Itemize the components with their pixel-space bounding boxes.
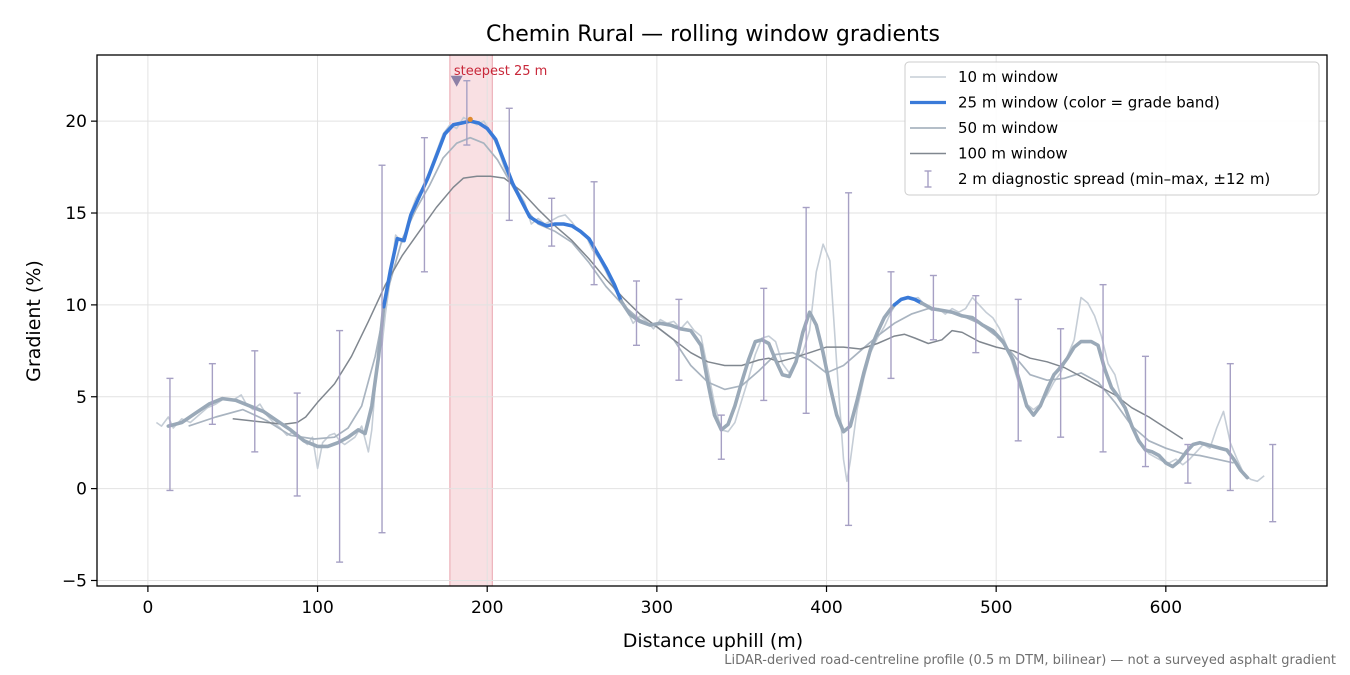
legend-entry: 50 m window bbox=[910, 119, 1058, 137]
errorbar bbox=[336, 329, 344, 563]
errorbar bbox=[675, 298, 683, 381]
series-layer bbox=[155, 116, 1265, 483]
tick-layer: 0 100 200 300 400 500 600 −5 0 5 10 15 20 bbox=[62, 112, 1182, 618]
errorbar bbox=[1099, 283, 1107, 453]
chart-title: Chemin Rural — rolling window gradients bbox=[486, 22, 940, 47]
x-tick-label: 500 bbox=[980, 598, 1012, 618]
series-line-25m-segment bbox=[919, 301, 1250, 480]
steepest-span-layer bbox=[449, 54, 493, 587]
marker-layer: steepest 25 m bbox=[450, 64, 547, 122]
errorbar bbox=[760, 287, 768, 402]
errorbar bbox=[166, 377, 174, 492]
legend-label: 50 m window bbox=[958, 119, 1058, 137]
legend-entry: 10 m window bbox=[910, 68, 1058, 86]
errorbar bbox=[1014, 298, 1022, 442]
errorbar bbox=[251, 350, 259, 453]
errorbar bbox=[929, 274, 937, 341]
x-tick-label: 100 bbox=[301, 598, 333, 618]
axes-frame-layer bbox=[96, 54, 1328, 587]
y-tick-label: 20 bbox=[65, 112, 87, 132]
x-tick-label: 300 bbox=[641, 598, 673, 618]
steepest-marker-triangle bbox=[450, 75, 463, 87]
y-tick-label: 0 bbox=[76, 480, 87, 500]
errorbar bbox=[1184, 443, 1192, 484]
errorbar bbox=[208, 362, 216, 426]
legend-label: 10 m window bbox=[958, 68, 1058, 86]
errorbar-layer bbox=[166, 80, 1277, 563]
x-axis-label: Distance uphill (m) bbox=[623, 630, 803, 652]
legend: 10 m window 25 m window (color = grade ba… bbox=[904, 61, 1320, 196]
errorbar bbox=[1141, 355, 1149, 468]
steepest-span-label: steepest 25 m bbox=[454, 64, 547, 79]
series-line-25m-segment bbox=[619, 299, 897, 434]
legend-label: 100 m window bbox=[958, 145, 1068, 163]
x-tick-label: 0 bbox=[142, 598, 153, 618]
footnote: LiDAR-derived road-centreline profile (0… bbox=[724, 653, 1336, 668]
legend-label: 25 m window (color = grade band) bbox=[958, 94, 1220, 112]
errorbar bbox=[633, 280, 641, 347]
axes-frame bbox=[96, 54, 1328, 587]
errorbar bbox=[293, 392, 301, 497]
legend-entry: 25 m window (color = grade band) bbox=[910, 94, 1220, 112]
x-tick-label: 200 bbox=[471, 598, 503, 618]
errorbar bbox=[590, 181, 598, 286]
series-line-25m-segment bbox=[892, 295, 924, 307]
legend-box bbox=[904, 61, 1320, 196]
errorbar bbox=[972, 294, 980, 354]
y-axis-label: Gradient (%) bbox=[23, 260, 45, 382]
errorbar bbox=[802, 206, 810, 414]
errorbar bbox=[505, 107, 513, 222]
y-tick-label: 15 bbox=[65, 204, 87, 224]
steepest-span bbox=[449, 54, 493, 587]
legend-label: 2 m diagnostic spread (min–max, ±12 m) bbox=[958, 170, 1270, 188]
errorbar bbox=[463, 80, 471, 146]
errorbar bbox=[1226, 362, 1234, 492]
errorbar bbox=[717, 414, 725, 460]
series-line-10m bbox=[155, 116, 1265, 483]
errorbar bbox=[1269, 443, 1277, 523]
errorbar bbox=[420, 136, 428, 273]
y-tick-label: −5 bbox=[62, 571, 87, 591]
x-tick-label: 400 bbox=[810, 598, 842, 618]
legend-entry: 2 m diagnostic spread (min–max, ±12 m) bbox=[924, 170, 1270, 188]
errorbar bbox=[845, 192, 853, 527]
errorbar bbox=[1057, 328, 1065, 438]
peak-marker-dot bbox=[467, 116, 473, 122]
y-tick-label: 5 bbox=[76, 388, 87, 408]
series-line-25m-segment bbox=[381, 119, 623, 309]
errorbar bbox=[548, 197, 556, 247]
x-tick-label: 600 bbox=[1150, 598, 1182, 618]
legend-entry: 100 m window bbox=[910, 145, 1068, 163]
y-tick-label: 10 bbox=[65, 296, 87, 316]
errorbar bbox=[887, 271, 895, 380]
errorbar bbox=[378, 164, 386, 534]
